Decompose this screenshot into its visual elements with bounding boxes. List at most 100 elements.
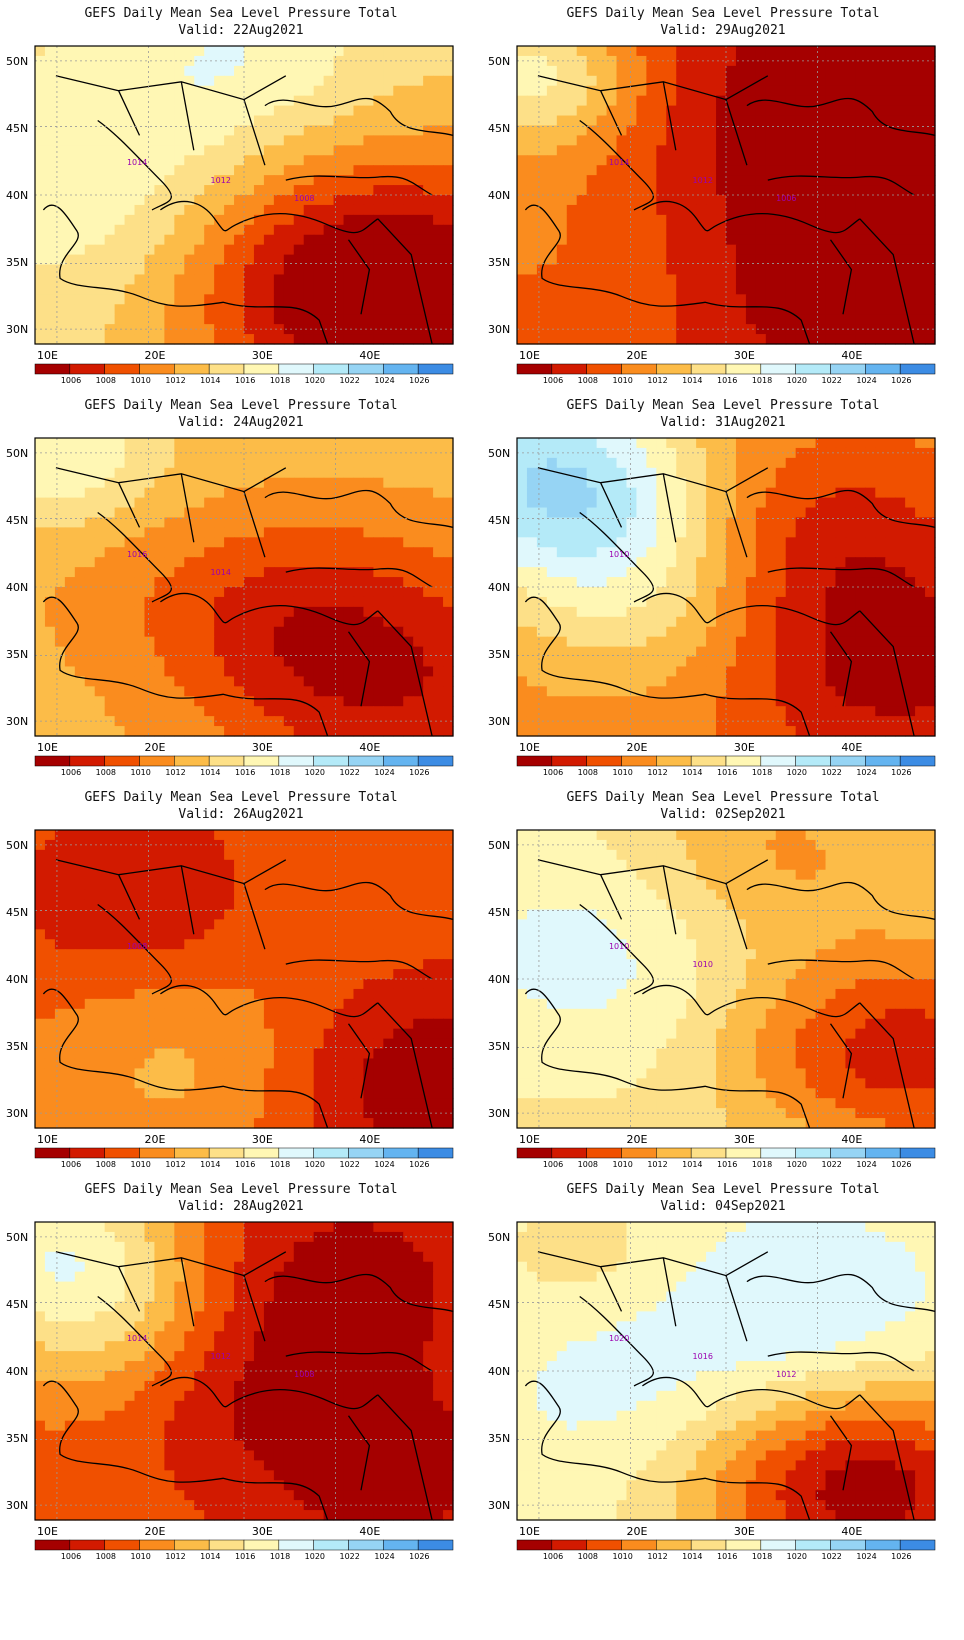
colorbar-swatch (656, 1539, 692, 1551)
lon-tick-label: 20E (626, 1133, 647, 1146)
colorbar-label: 1020 (305, 376, 325, 385)
lon-tick-label: 20E (626, 1525, 647, 1538)
panel-title: GEFS Daily Mean Sea Level Pressure Total (566, 398, 880, 413)
map-panel: GEFS Daily Mean Sea Level Pressure Total… (482, 1176, 964, 1586)
colorbar-label: 1018 (270, 768, 290, 777)
colorbar-label: 1022 (340, 1552, 360, 1561)
lat-tick-label: 45N (488, 514, 510, 527)
colorbar-label: 1008 (578, 1552, 598, 1561)
colorbar-swatch (551, 1147, 587, 1159)
contour-label: 1010 (609, 550, 629, 559)
colorbar-label: 1024 (856, 768, 876, 777)
colorbar-swatch (139, 1539, 175, 1551)
colorbar-swatch (586, 755, 622, 767)
colorbar-swatch (865, 1147, 901, 1159)
map-panel: GEFS Daily Mean Sea Level Pressure Total… (0, 0, 482, 410)
colorbar-label: 1022 (340, 768, 360, 777)
lon-tick-label: 40E (841, 349, 862, 362)
map-panel: GEFS Daily Mean Sea Level Pressure Total… (0, 784, 482, 1194)
lon-tick-label: 10E (519, 1525, 540, 1538)
lat-tick-label: 35N (488, 1040, 510, 1053)
colorbar-swatch (865, 755, 901, 767)
colorbar-swatch (725, 1147, 762, 1159)
lat-tick-label: 35N (488, 648, 510, 661)
colorbar-swatch (830, 1539, 866, 1551)
colorbar-swatch (243, 1539, 280, 1551)
colorbar-swatch (34, 363, 71, 375)
colorbar-swatch (586, 363, 622, 375)
colorbar-swatch (278, 755, 314, 767)
lat-tick-label: 45N (488, 906, 510, 919)
colorbar-swatch (551, 1539, 587, 1551)
lon-tick-label: 30E (252, 1133, 273, 1146)
colorbar-label: 1008 (96, 1160, 116, 1169)
lat-tick-label: 35N (6, 1432, 28, 1445)
contour-label: 1014 (211, 568, 231, 577)
lat-tick-label: 30N (488, 323, 510, 336)
colorbar-label: 1012 (647, 376, 667, 385)
colorbar-swatch (104, 755, 140, 767)
colorbar-swatch (899, 1539, 936, 1551)
colorbar-label: 1022 (340, 376, 360, 385)
colorbar-label: 1026 (891, 376, 911, 385)
colorbar-label: 1020 (305, 1552, 325, 1561)
colorbar-label: 1014 (200, 1160, 220, 1169)
colorbar-swatch (383, 755, 419, 767)
lon-tick-label: 30E (252, 349, 273, 362)
lat-tick-label: 30N (488, 1107, 510, 1120)
panel-title: GEFS Daily Mean Sea Level Pressure Total (84, 6, 398, 21)
colorbar-label: 1020 (787, 1552, 807, 1561)
lat-tick-label: 45N (488, 1298, 510, 1311)
colorbar-label: 1020 (305, 1160, 325, 1169)
colorbar-swatch (621, 1539, 657, 1551)
lat-tick-label: 50N (488, 839, 510, 852)
colorbar-swatch (690, 363, 727, 375)
colorbar-swatch (725, 1539, 762, 1551)
lon-tick-label: 30E (734, 349, 755, 362)
colorbar-swatch (656, 1147, 692, 1159)
contour-label: 1016 (127, 550, 147, 559)
lat-tick-label: 40N (6, 973, 28, 986)
colorbar-swatch (760, 1147, 796, 1159)
colorbar-swatch (865, 363, 901, 375)
colorbar-swatch (795, 755, 831, 767)
colorbar-label: 1020 (787, 768, 807, 777)
colorbar-swatch (104, 363, 140, 375)
pressure-field (517, 1222, 936, 1521)
lon-tick-label: 40E (359, 741, 380, 754)
colorbar-label: 1026 (409, 1160, 429, 1169)
panel-valid-date: Valid: 24Aug2021 (178, 415, 304, 430)
lat-tick-label: 45N (6, 514, 28, 527)
colorbar-swatch (348, 755, 384, 767)
lat-tick-label: 40N (6, 189, 28, 202)
colorbar-swatch (34, 1539, 71, 1551)
lon-tick-label: 30E (734, 1525, 755, 1538)
panel-title: GEFS Daily Mean Sea Level Pressure Total (566, 1182, 880, 1197)
colorbar-swatch (104, 1147, 140, 1159)
colorbar-label: 1012 (165, 1552, 185, 1561)
panel-valid-date: Valid: 04Sep2021 (660, 1199, 786, 1214)
contour-label: 1016 (693, 1352, 713, 1361)
lat-tick-label: 50N (6, 1231, 28, 1244)
lon-tick-label: 40E (841, 1525, 862, 1538)
panel-title: GEFS Daily Mean Sea Level Pressure Total (566, 790, 880, 805)
colorbar-swatch (621, 363, 657, 375)
map-panel: GEFS Daily Mean Sea Level Pressure Total… (0, 392, 482, 802)
lat-tick-label: 40N (6, 581, 28, 594)
colorbar-label: 1022 (822, 376, 842, 385)
colorbar-swatch (656, 363, 692, 375)
colorbar-swatch (383, 363, 419, 375)
colorbar-label: 1020 (787, 1160, 807, 1169)
colorbar-label: 1018 (752, 1552, 772, 1561)
pressure-field (35, 438, 454, 737)
colorbar-swatch (795, 363, 831, 375)
map-frame (516, 45, 936, 345)
lat-tick-label: 30N (6, 323, 28, 336)
colorbar-swatch (417, 1147, 454, 1159)
colorbar-swatch (243, 1147, 280, 1159)
lat-tick-label: 30N (488, 715, 510, 728)
colorbar-label: 1026 (409, 768, 429, 777)
colorbar-label: 1016 (235, 1552, 255, 1561)
map-panel: GEFS Daily Mean Sea Level Pressure Total… (482, 784, 964, 1194)
lon-tick-label: 40E (841, 741, 862, 754)
